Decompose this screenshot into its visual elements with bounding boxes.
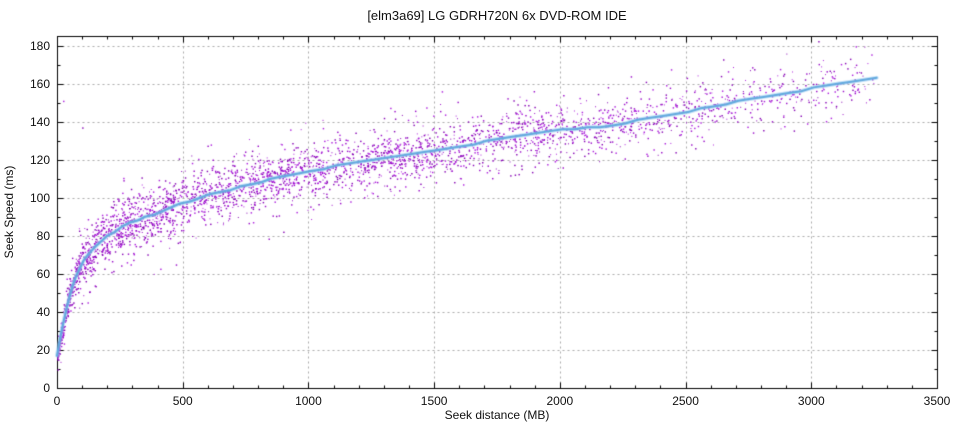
y-tick-label: 180 (29, 38, 50, 53)
x-tick-label: 1500 (420, 394, 448, 408)
y-tick-label: 140 (29, 114, 50, 129)
x-tick-label: 3500 (923, 394, 951, 408)
y-tick-label: 60 (36, 266, 50, 281)
y-tick-label: 80 (36, 228, 50, 243)
chart-title: [elm3a69] LG GDRH720N 6x DVD-ROM IDE (367, 8, 627, 23)
x-tick-label: 3000 (797, 394, 825, 408)
x-tick-label: 0 (53, 394, 61, 408)
y-tick-label: 160 (29, 76, 50, 91)
x-tick-label: 1000 (295, 394, 322, 408)
y-tick-label: 20 (36, 342, 50, 357)
x-tick-label: 2500 (672, 394, 699, 408)
x-tick-label: 2000 (546, 394, 574, 408)
x-tick-label: 500 (172, 394, 193, 408)
y-tick-label: 100 (29, 190, 50, 205)
y-tick-label: 120 (29, 152, 50, 167)
x-axis-label: Seek distance (MB) (444, 408, 550, 422)
y-tick-label: 40 (36, 304, 50, 319)
y-tick-label: 0 (43, 381, 50, 395)
